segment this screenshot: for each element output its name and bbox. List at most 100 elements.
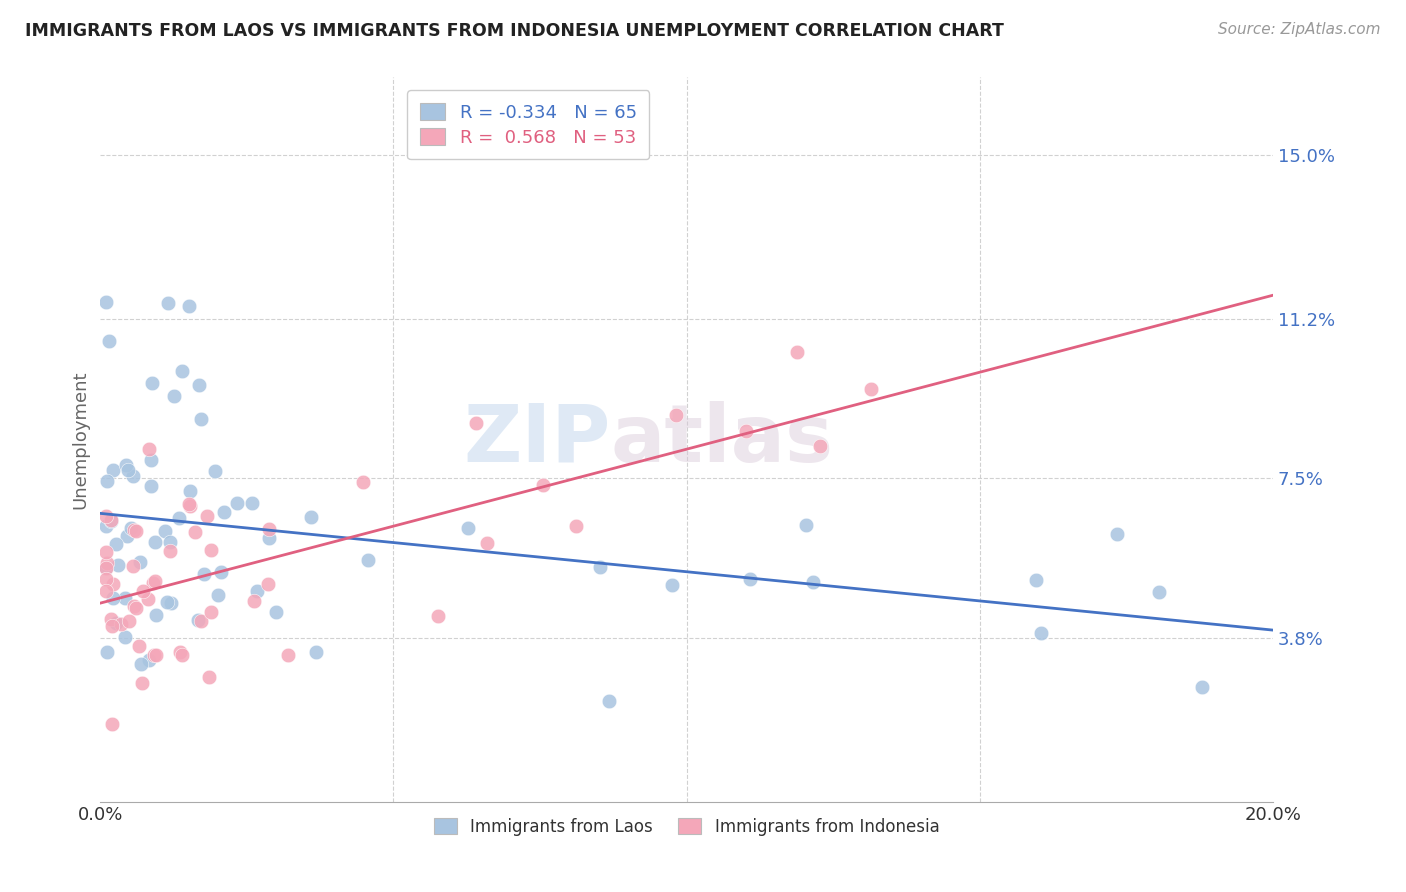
Point — [122, 599, 145, 613]
Point — [1029, 626, 1052, 640]
Point — [177, 299, 200, 313]
Point — [114, 591, 136, 605]
Point — [110, 616, 132, 631]
Point — [96, 572, 118, 586]
Point — [96, 545, 118, 559]
Point — [142, 648, 165, 662]
Point — [96, 508, 118, 523]
Point — [200, 542, 222, 557]
Point — [179, 483, 201, 498]
Point — [145, 535, 167, 549]
Point — [117, 463, 139, 477]
Point — [100, 717, 122, 731]
Point — [122, 469, 145, 483]
Point — [190, 412, 212, 426]
Point — [120, 521, 142, 535]
Point — [190, 615, 212, 629]
Point — [103, 463, 125, 477]
Point — [860, 382, 883, 396]
Point — [357, 553, 380, 567]
Point — [352, 475, 374, 490]
Point — [661, 577, 683, 591]
Point — [131, 676, 153, 690]
Point — [104, 537, 127, 551]
Point — [207, 588, 229, 602]
Point — [114, 630, 136, 644]
Point — [96, 560, 118, 574]
Point — [193, 567, 215, 582]
Point — [100, 619, 122, 633]
Point — [299, 509, 322, 524]
Point — [156, 296, 179, 310]
Point — [256, 577, 278, 591]
Point — [141, 575, 163, 590]
Point — [808, 439, 831, 453]
Point — [143, 574, 166, 588]
Point — [794, 517, 817, 532]
Point — [101, 591, 124, 605]
Point — [427, 609, 450, 624]
Point — [145, 608, 167, 623]
Point — [100, 513, 122, 527]
Point — [1025, 574, 1047, 588]
Point — [104, 616, 127, 631]
Point — [156, 595, 179, 609]
Point — [1191, 680, 1213, 694]
Point — [257, 522, 280, 536]
Point — [195, 508, 218, 523]
Point — [801, 574, 824, 589]
Text: Source: ZipAtlas.com: Source: ZipAtlas.com — [1218, 22, 1381, 37]
Point — [138, 652, 160, 666]
Point — [122, 558, 145, 573]
Point — [276, 648, 298, 662]
Point — [160, 596, 183, 610]
Point — [457, 521, 479, 535]
Point — [170, 364, 193, 378]
Text: atlas: atlas — [610, 401, 834, 478]
Point — [465, 416, 488, 430]
Point — [139, 453, 162, 467]
Point — [139, 478, 162, 492]
Point — [589, 559, 612, 574]
Point — [257, 532, 280, 546]
Point — [169, 645, 191, 659]
Point — [136, 592, 159, 607]
Point — [96, 561, 118, 575]
Point — [96, 556, 118, 570]
Point — [100, 515, 122, 529]
Point — [1107, 527, 1129, 541]
Legend: Immigrants from Laos, Immigrants from Indonesia: Immigrants from Laos, Immigrants from In… — [425, 809, 948, 844]
Point — [183, 524, 205, 539]
Point — [246, 584, 269, 599]
Point — [531, 478, 554, 492]
Point — [145, 648, 167, 662]
Point — [214, 505, 236, 519]
Point — [131, 583, 153, 598]
Point — [598, 694, 620, 708]
Point — [96, 518, 118, 533]
Point — [167, 511, 190, 525]
Text: ZIP: ZIP — [463, 401, 610, 478]
Point — [141, 376, 163, 390]
Point — [96, 295, 118, 310]
Point — [159, 534, 181, 549]
Point — [200, 605, 222, 619]
Point — [740, 572, 762, 586]
Text: IMMIGRANTS FROM LAOS VS IMMIGRANTS FROM INDONESIA UNEMPLOYMENT CORRELATION CHART: IMMIGRANTS FROM LAOS VS IMMIGRANTS FROM … — [25, 22, 1004, 40]
Point — [118, 614, 141, 628]
Point — [103, 577, 125, 591]
Point — [226, 496, 249, 510]
Point — [170, 648, 193, 662]
Y-axis label: Unemployment: Unemployment — [72, 370, 89, 508]
Point — [138, 442, 160, 456]
Point — [186, 613, 208, 627]
Point — [198, 670, 221, 684]
Point — [96, 645, 118, 659]
Point — [188, 377, 211, 392]
Point — [243, 593, 266, 607]
Point — [100, 612, 122, 626]
Point — [565, 519, 588, 533]
Point — [204, 464, 226, 478]
Point — [97, 334, 120, 349]
Point — [114, 458, 136, 472]
